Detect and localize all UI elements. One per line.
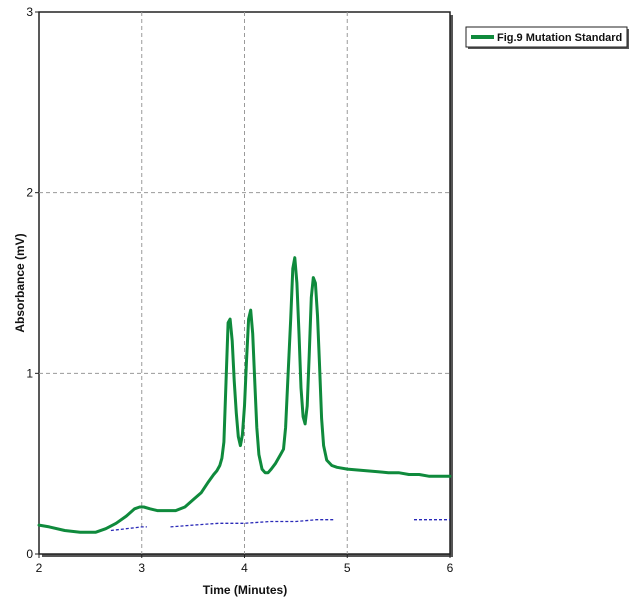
legend: Fig.9 Mutation Standard [465, 26, 629, 49]
y-axis-title: Absorbance (mV) [13, 233, 27, 332]
data-series [37, 256, 452, 534]
y-tick-label: 3 [26, 5, 33, 19]
x-tick-label: 6 [447, 561, 454, 575]
y-tick-label: 1 [26, 366, 33, 380]
x-tick-label: 5 [344, 561, 351, 575]
baseline-dashed-segment [110, 526, 147, 532]
x-tick-label: 3 [138, 561, 145, 575]
legend-label: Fig.9 Mutation Standard [497, 32, 622, 44]
series-line-0 [37, 256, 452, 534]
x-axis-title: Time (Minutes) [203, 583, 287, 597]
x-axis-ticks: 2 3 4 5 6 [36, 554, 454, 575]
x-tick-label: 2 [36, 561, 43, 575]
y-axis-ticks: 0 1 2 3 [26, 5, 39, 561]
legend-box [465, 26, 628, 48]
y-tick-label: 2 [26, 186, 33, 200]
y-tick-label: 0 [26, 547, 33, 561]
baseline-dashed-segment [170, 519, 335, 528]
x-tick-label: 4 [241, 561, 248, 575]
